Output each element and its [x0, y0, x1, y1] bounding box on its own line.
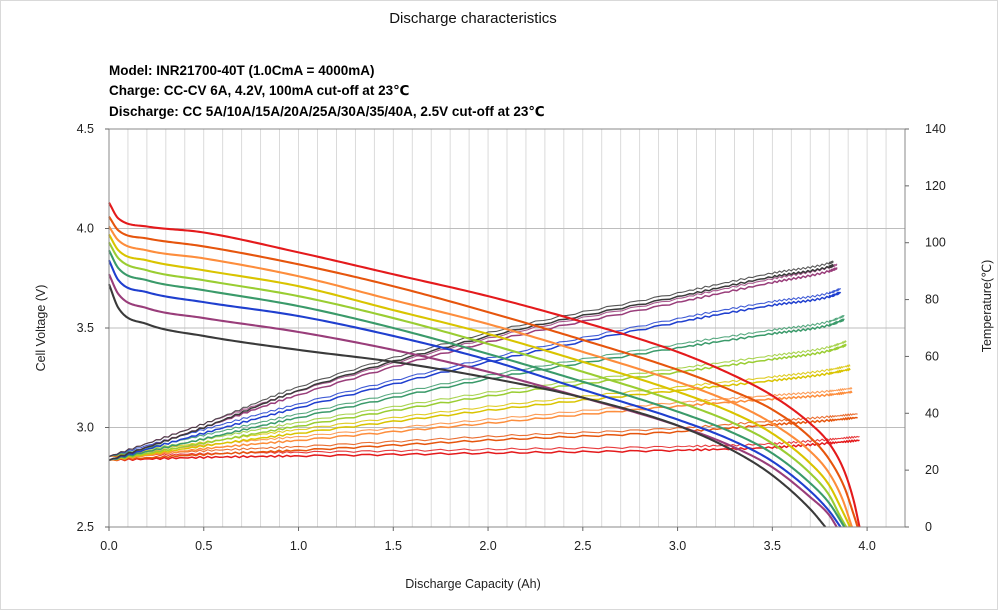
- y-tick-label: 3.5: [77, 321, 94, 335]
- temperature-curve-45A-b: [108, 260, 834, 458]
- y2-tick-label: 140: [925, 122, 946, 136]
- y2-tick-label: 80: [925, 293, 939, 307]
- y-axis-label: Cell Voltage (V): [34, 285, 48, 372]
- x-tick-label: 3.0: [669, 539, 686, 553]
- voltage-curve-25A: [108, 241, 848, 528]
- x-tick-label: 1.5: [385, 539, 402, 553]
- temperature-curve-25A-b: [108, 340, 847, 458]
- voltage-curve-20A: [108, 233, 851, 528]
- y2-tick-label: 20: [925, 463, 939, 477]
- y-tick-label: 4.5: [77, 122, 94, 136]
- voltage-curve-5A: [108, 202, 861, 528]
- y-tick-label: 4.0: [77, 222, 94, 236]
- temperature-curve-30A-b: [108, 314, 845, 458]
- x-tick-label: 3.5: [764, 539, 781, 553]
- y2-axis-label: Temperature(℃): [980, 260, 994, 353]
- temperature-curve-20A: [108, 367, 851, 461]
- temperature-curve-10A-b: [108, 413, 858, 458]
- y-tick-label: 3.0: [77, 421, 94, 435]
- temperature-curve-10A: [108, 416, 858, 462]
- voltage-curve-45A: [108, 283, 827, 528]
- series-layer: [108, 202, 861, 528]
- info-charge: Charge: CC-CV 6A, 4.2V, 100mA cut-off at…: [109, 83, 409, 98]
- voltage-curve-30A: [108, 249, 846, 528]
- y2-tick-label: 60: [925, 349, 939, 363]
- y-tick-label: 2.5: [77, 520, 94, 534]
- info-discharge: Discharge: CC 5A/10A/15A/20A/25A/30A/35/…: [109, 104, 545, 119]
- voltage-curve-40A: [108, 273, 838, 528]
- x-axis-label: Discharge Capacity (Ah): [405, 577, 540, 591]
- temperature-curve-25A: [108, 343, 847, 461]
- temperature-curve-35A-b: [108, 288, 842, 458]
- x-tick-label: 0.0: [100, 539, 117, 553]
- temperature-curve-45A: [108, 264, 834, 461]
- voltage-curve-15A: [108, 225, 853, 528]
- y2-tick-label: 120: [925, 179, 946, 193]
- x-tick-label: 0.5: [195, 539, 212, 553]
- temperature-curve-5A: [108, 439, 860, 462]
- x-tick-label: 2.5: [574, 539, 591, 553]
- x-tick-label: 1.0: [290, 539, 307, 553]
- temperature-curve-15A: [108, 390, 853, 461]
- tick-layer: 0.0 0.5 1.0 1.5 2.0 2.5 3.0 3.5 4.0 2.5 3.0 3.5 4.0 4…: [77, 122, 946, 553]
- x-tick-label: 2.0: [479, 539, 496, 553]
- voltage-curve-10A: [108, 215, 859, 528]
- y2-tick-label: 0: [925, 520, 932, 534]
- info-model: Model: INR21700-40T (1.0CmA = 4000mA): [109, 63, 374, 78]
- y2-tick-label: 40: [925, 406, 939, 420]
- y2-tick-label: 100: [925, 236, 946, 250]
- voltage-curve-35A: [108, 259, 842, 528]
- chart-title: Discharge characteristics: [389, 10, 557, 27]
- x-tick-label: 4.0: [858, 539, 875, 553]
